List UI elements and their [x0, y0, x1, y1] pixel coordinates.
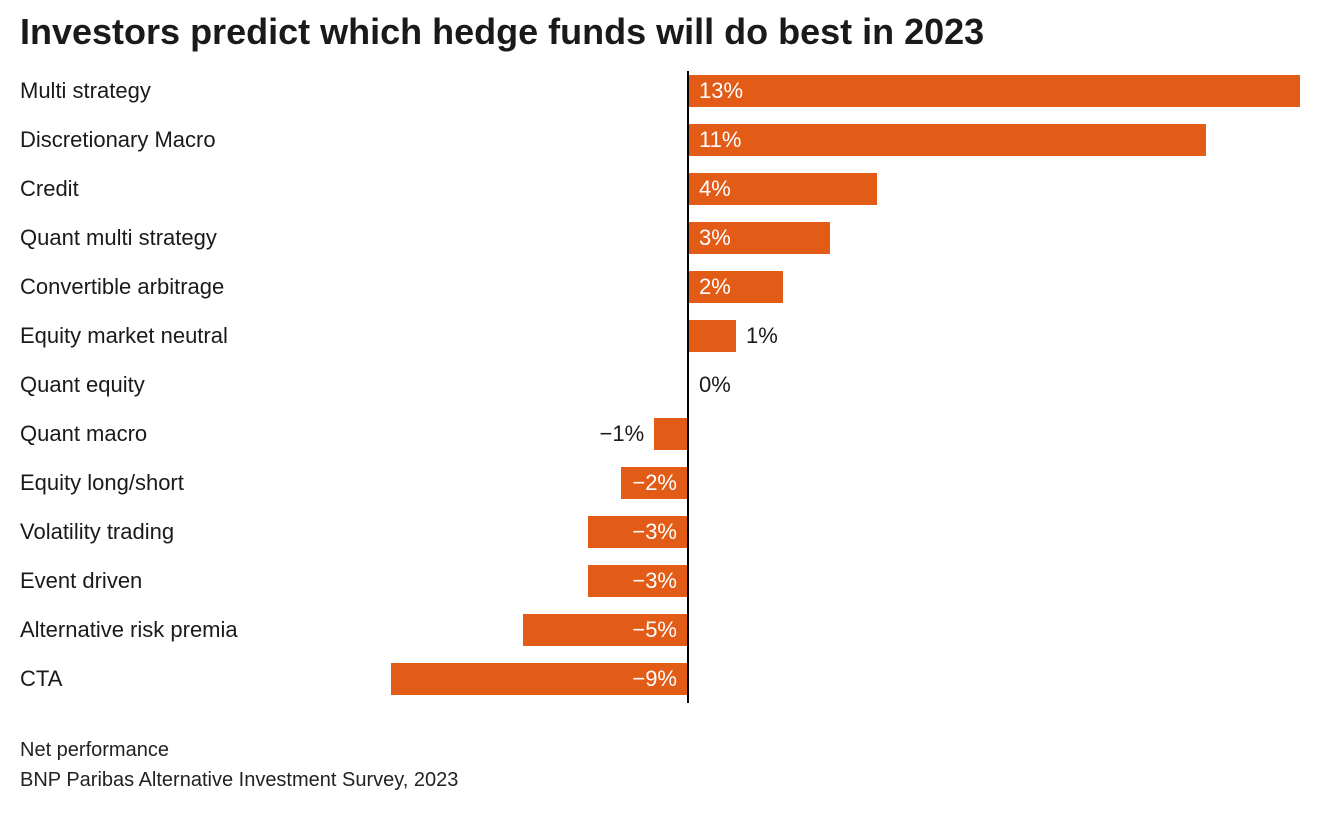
chart-row: Volatility trading −3%	[20, 512, 1300, 552]
bar	[654, 418, 687, 450]
chart-row: Discretionary Macro 11%	[20, 120, 1300, 160]
category-label: Alternative risk premia	[20, 610, 238, 650]
category-label: Multi strategy	[20, 71, 151, 111]
value-label: 11%	[699, 120, 741, 160]
value-label: 13%	[699, 71, 743, 111]
bar-chart: Multi strategy 13% Discretionary Macro 11% C…	[20, 71, 1300, 703]
value-label: 0%	[699, 365, 731, 405]
category-label: CTA	[20, 659, 62, 699]
category-label: Quant equity	[20, 365, 145, 405]
category-label: Equity long/short	[20, 463, 184, 503]
bar	[689, 75, 1300, 107]
chart-row: Equity market neutral 1%	[20, 316, 1300, 356]
chart-row: Convertible arbitrage 2%	[20, 267, 1300, 307]
chart-title: Investors predict which hedge funds will…	[20, 10, 1300, 53]
category-label: Credit	[20, 169, 79, 209]
chart-row: Equity long/short −2%	[20, 463, 1300, 503]
value-label: 3%	[699, 218, 731, 258]
bar	[689, 320, 736, 352]
value-label: −3%	[632, 512, 677, 552]
category-label: Volatility trading	[20, 512, 174, 552]
chart-row: Alternative risk premia −5%	[20, 610, 1300, 650]
value-label: −5%	[632, 610, 677, 650]
subtitle-label: Net performance	[20, 735, 1300, 765]
chart-row: Quant multi strategy 3%	[20, 218, 1300, 258]
value-label: 1%	[746, 316, 778, 356]
value-label: −2%	[632, 463, 677, 503]
category-label: Quant macro	[20, 414, 147, 454]
value-label: 2%	[699, 267, 731, 307]
category-label: Equity market neutral	[20, 316, 228, 356]
chart-row: Credit 4%	[20, 169, 1300, 209]
chart-row: Quant equity 0%	[20, 365, 1300, 405]
value-label: −3%	[632, 561, 677, 601]
value-label: 4%	[699, 169, 731, 209]
category-label: Convertible arbitrage	[20, 267, 224, 307]
category-label: Quant multi strategy	[20, 218, 217, 258]
chart-row: Quant macro −1%	[20, 414, 1300, 454]
bar	[689, 124, 1206, 156]
source-label: BNP Paribas Alternative Investment Surve…	[20, 765, 1300, 795]
chart-row: Event driven −3%	[20, 561, 1300, 601]
category-label: Discretionary Macro	[20, 120, 216, 160]
chart-row: CTA −9%	[20, 659, 1300, 699]
value-label: −9%	[632, 659, 677, 699]
chart-footer: Net performance BNP Paribas Alternative …	[20, 735, 1300, 795]
chart-row: Multi strategy 13%	[20, 71, 1300, 111]
value-label: −1%	[600, 414, 645, 454]
category-label: Event driven	[20, 561, 142, 601]
